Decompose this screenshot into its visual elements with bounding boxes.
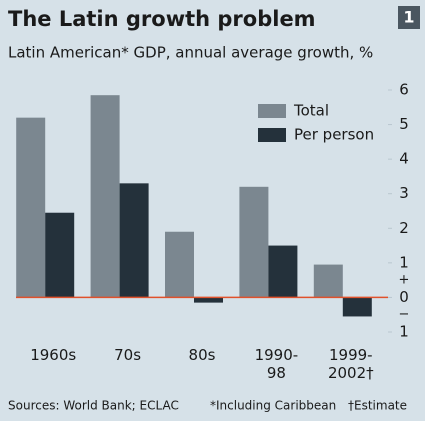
bar <box>239 186 269 298</box>
legend-label: Total <box>293 102 329 120</box>
y-tick-label: 4 <box>399 150 409 168</box>
legend-swatch <box>258 104 286 118</box>
y-tick-label: 1 <box>399 253 409 271</box>
y-tick-label: 0 <box>399 288 409 306</box>
y-tick-label: 5 <box>399 115 409 133</box>
y-tick-label: 3 <box>399 184 409 202</box>
x-tick-label: 1960s <box>30 346 76 364</box>
x-tick-label: 1990-98 <box>255 346 299 382</box>
y-tick-label: 2 <box>399 219 409 237</box>
bar <box>165 231 194 298</box>
footnote: *Including Caribbean <box>210 399 336 413</box>
chart-number-box <box>398 6 420 29</box>
bar <box>342 297 372 317</box>
x-tick-label: 70s <box>114 346 141 364</box>
bar <box>90 95 120 298</box>
chart-title: The Latin growth problem <box>8 7 316 31</box>
x-tick-label: 1999-2002† <box>328 346 374 382</box>
source: Sources: World Bank; ECLAC <box>8 399 179 413</box>
chart-number: 1 <box>403 8 414 27</box>
bar <box>313 264 343 298</box>
y-tick-label: 6 <box>399 81 409 99</box>
chart-subtitle: Latin American* GDP, annual average grow… <box>8 44 373 62</box>
y-sign: + <box>399 273 410 288</box>
bar <box>119 183 149 298</box>
bar <box>194 297 223 303</box>
bar <box>268 245 298 298</box>
legend-label: Per person <box>294 126 374 144</box>
footnote: †Estimate <box>348 399 407 413</box>
x-tick-label: 80s <box>189 346 216 364</box>
y-sign: − <box>399 307 410 322</box>
bar <box>45 212 75 298</box>
legend-swatch <box>258 128 286 142</box>
y-tick-label: 1 <box>399 323 409 341</box>
bar <box>16 117 46 298</box>
